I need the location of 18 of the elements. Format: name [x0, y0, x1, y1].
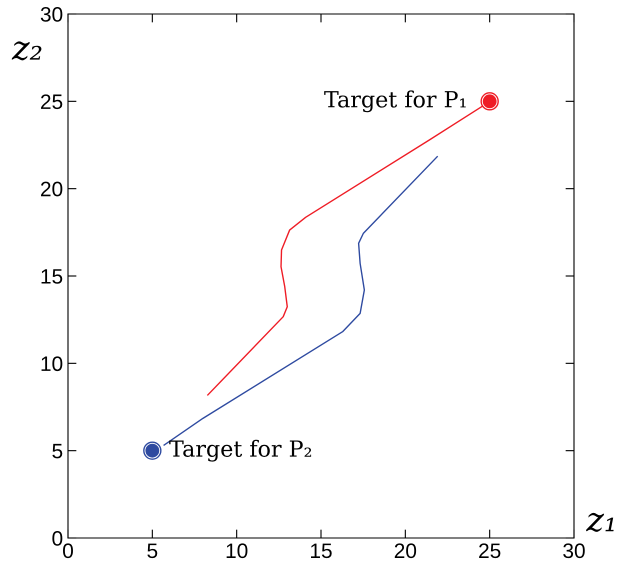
- y-tick-label: 30: [40, 7, 62, 22]
- x-tick-label: 10: [226, 543, 248, 558]
- x-axis-title: z₁: [586, 512, 614, 532]
- y-tick-label: 25: [41, 94, 62, 110]
- x-tick-label: 15: [311, 544, 332, 558]
- x-tick-label: 5: [147, 544, 158, 558]
- x-tick-label: 25: [479, 543, 500, 558]
- x-tick-label: 0: [63, 543, 73, 558]
- y-axis-title: z₂: [12, 41, 42, 60]
- annotation: Target for P₁: [324, 90, 466, 112]
- annotation: Target for P₂: [169, 440, 312, 462]
- y-tick-label: 15: [42, 269, 62, 284]
- y-tick-label: 0: [52, 531, 62, 546]
- y-tick-label: 20: [41, 182, 62, 196]
- x-tick-label: 30: [563, 543, 585, 558]
- y-tick-label: 5: [52, 444, 62, 458]
- y-tick-label: 10: [42, 356, 62, 372]
- x-tick-label: 20: [394, 543, 416, 558]
